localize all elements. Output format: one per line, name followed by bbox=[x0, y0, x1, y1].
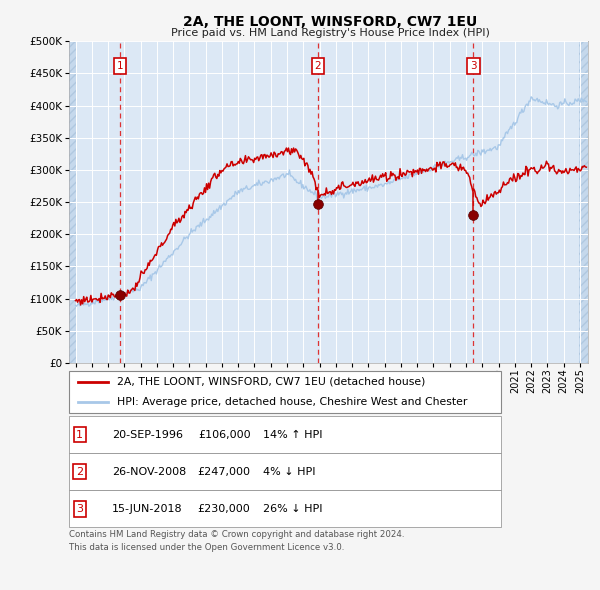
Text: 3: 3 bbox=[76, 504, 83, 514]
FancyBboxPatch shape bbox=[69, 453, 501, 490]
Text: Price paid vs. HM Land Registry's House Price Index (HPI): Price paid vs. HM Land Registry's House … bbox=[170, 28, 490, 38]
Text: 2A, THE LOONT, WINSFORD, CW7 1EU: 2A, THE LOONT, WINSFORD, CW7 1EU bbox=[183, 15, 477, 29]
FancyBboxPatch shape bbox=[69, 416, 501, 453]
Text: 3: 3 bbox=[470, 61, 476, 71]
Text: 1: 1 bbox=[76, 430, 83, 440]
FancyBboxPatch shape bbox=[69, 490, 501, 527]
Text: This data is licensed under the Open Government Licence v3.0.: This data is licensed under the Open Gov… bbox=[69, 543, 344, 552]
Text: 2: 2 bbox=[76, 467, 83, 477]
Text: 15-JUN-2018: 15-JUN-2018 bbox=[112, 504, 183, 514]
Text: 4% ↓ HPI: 4% ↓ HPI bbox=[263, 467, 316, 477]
Text: 2A, THE LOONT, WINSFORD, CW7 1EU (detached house): 2A, THE LOONT, WINSFORD, CW7 1EU (detach… bbox=[116, 377, 425, 387]
Text: £247,000: £247,000 bbox=[197, 467, 250, 477]
Text: 26-NOV-2008: 26-NOV-2008 bbox=[112, 467, 187, 477]
Text: HPI: Average price, detached house, Cheshire West and Chester: HPI: Average price, detached house, Ches… bbox=[116, 396, 467, 407]
Text: 2: 2 bbox=[314, 61, 321, 71]
Text: £106,000: £106,000 bbox=[198, 430, 250, 440]
Text: 14% ↑ HPI: 14% ↑ HPI bbox=[263, 430, 323, 440]
Text: 20-SEP-1996: 20-SEP-1996 bbox=[112, 430, 183, 440]
Text: 26% ↓ HPI: 26% ↓ HPI bbox=[263, 504, 323, 514]
Text: Contains HM Land Registry data © Crown copyright and database right 2024.: Contains HM Land Registry data © Crown c… bbox=[69, 530, 404, 539]
FancyBboxPatch shape bbox=[69, 371, 501, 413]
Text: £230,000: £230,000 bbox=[197, 504, 250, 514]
Text: 1: 1 bbox=[116, 61, 123, 71]
